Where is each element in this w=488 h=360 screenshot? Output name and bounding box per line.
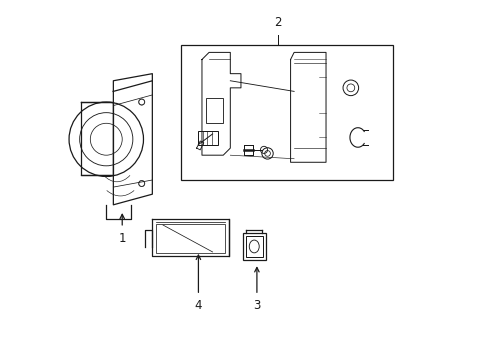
Bar [242, 233, 265, 260]
Text: 4: 4 [194, 300, 202, 312]
Text: 3: 3 [253, 300, 260, 312]
Bar [245, 236, 263, 257]
Text: 1: 1 [118, 232, 126, 245]
Bar [181, 45, 392, 180]
Bar [198, 131, 218, 145]
Bar [205, 99, 223, 123]
Bar [156, 224, 224, 253]
Text: 2: 2 [274, 16, 282, 30]
